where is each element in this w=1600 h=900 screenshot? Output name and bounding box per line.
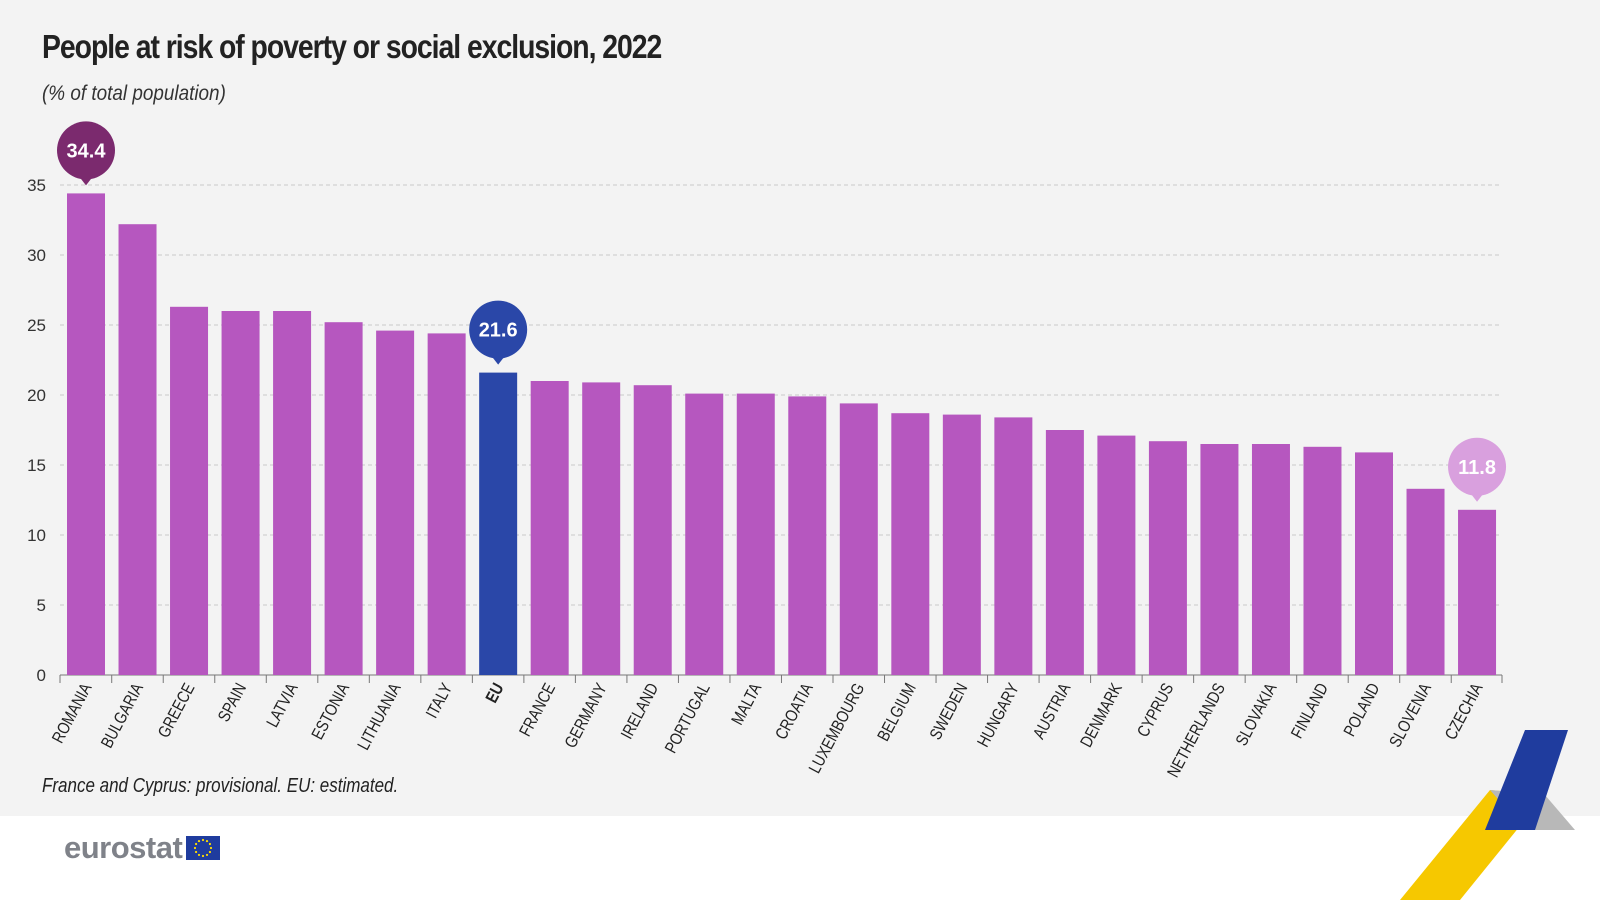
bubble-pointer [79, 176, 93, 186]
x-tick-label: IRELAND [618, 680, 663, 742]
data-label: 11.8 [1458, 457, 1496, 479]
bubble-circle [57, 121, 115, 180]
bar-slovenia [1406, 488, 1445, 675]
x-tick-label: DENMARK [1077, 680, 1126, 751]
bar-malta [736, 393, 775, 675]
bar-chart: 0 5 10 15 20 25 30 35 ROMANIA BULGARIA GREECE SPAIN… [27, 121, 1507, 781]
x-tick-label: ESTONIA [308, 680, 353, 743]
x-tick-label: SPAIN [215, 680, 251, 725]
data-label: 34.4 [67, 140, 107, 162]
value-bubble-romania: 34.4 [57, 121, 115, 186]
bar-denmark [1097, 435, 1136, 675]
bubble-pointer [1470, 492, 1485, 502]
bar-slovakia [1251, 444, 1290, 675]
x-tick-label: CROATIA [772, 680, 817, 743]
bar-germany [582, 382, 621, 675]
y-tick-label: 10 [27, 526, 46, 545]
value-bubble-czechia: 11.8 [1448, 437, 1507, 502]
bar-poland [1355, 452, 1393, 675]
bar-latvia [273, 311, 312, 675]
bar-spain [221, 311, 260, 675]
bar-sweden [942, 414, 981, 675]
x-tick-label: SWEDEN [927, 680, 972, 743]
y-tick-label: 15 [27, 456, 46, 475]
bar-eu [479, 372, 518, 675]
decorative-ribbon [1400, 730, 1575, 900]
bar-austria [1045, 430, 1084, 675]
y-tick-label: 20 [27, 386, 46, 405]
bar-ireland [633, 385, 672, 675]
x-tick-label: GERMANY [562, 680, 612, 751]
x-tick-label: LUXEMBOURG [806, 680, 869, 776]
x-tick-label: BULGARIA [98, 680, 148, 751]
y-tick-label: 0 [37, 666, 46, 685]
x-tick-label: LITHUANIA [354, 680, 405, 753]
bar-hungary [994, 417, 1033, 675]
x-tick-label: FINLAND [1288, 680, 1332, 741]
bar-greece [170, 306, 209, 675]
x-tick-label: LATVIA [263, 680, 302, 731]
y-tick-label: 30 [27, 246, 46, 265]
eurostat-logo: eurostat [64, 830, 221, 866]
bar-lithuania [376, 330, 415, 675]
x-tick-label: BELGIUM [874, 680, 920, 744]
x-tick-label: SLOVAKIA [1233, 680, 1282, 749]
y-tick-label: 35 [27, 176, 46, 195]
bar-bulgaria [118, 224, 157, 675]
bar-france [530, 381, 569, 675]
x-tick-label: MALTA [728, 680, 766, 728]
logo-text: eurostat [64, 830, 183, 865]
x-tick-label: HUNGARY [974, 680, 1023, 751]
x-tick-label: AUSTRIA [1030, 680, 1075, 743]
bubble-circle [1448, 437, 1507, 496]
chart-note: France and Cyprus: provisional. EU: esti… [42, 775, 399, 797]
x-tick-label: PORTUGAL [662, 680, 714, 756]
chart-title: People at risk of poverty or social excl… [42, 28, 662, 65]
bar-netherlands [1200, 444, 1239, 675]
x-tick-label: ITALY [423, 680, 457, 722]
x-tick-label: ROMANIA [49, 680, 96, 747]
eu-flag-icon [186, 836, 221, 860]
y-tick-label: 5 [37, 596, 46, 615]
y-tick-label: 25 [27, 316, 46, 335]
bubble-pointer [491, 355, 506, 365]
bar-estonia [324, 322, 363, 675]
bar-italy [427, 333, 466, 675]
bar-luxembourg [839, 403, 878, 675]
x-tick-label: FRANCE [516, 680, 559, 739]
x-tick-label: EU [483, 680, 508, 706]
bar-cyprus [1148, 441, 1187, 675]
data-label: 21.6 [479, 320, 518, 342]
bar-belgium [891, 413, 930, 675]
bar-romania [67, 193, 105, 675]
bar-finland [1303, 446, 1342, 675]
value-bubble-eu: 21.6 [469, 300, 528, 365]
bar-czechia [1458, 509, 1497, 675]
x-tick-label: CYPRUS [1134, 680, 1178, 740]
bubble-circle [469, 300, 528, 359]
bar-portugal [685, 393, 724, 675]
chart-subtitle: (% of total population) [42, 82, 226, 105]
x-tick-label: GREECE [155, 680, 199, 741]
bar-croatia [788, 396, 827, 675]
